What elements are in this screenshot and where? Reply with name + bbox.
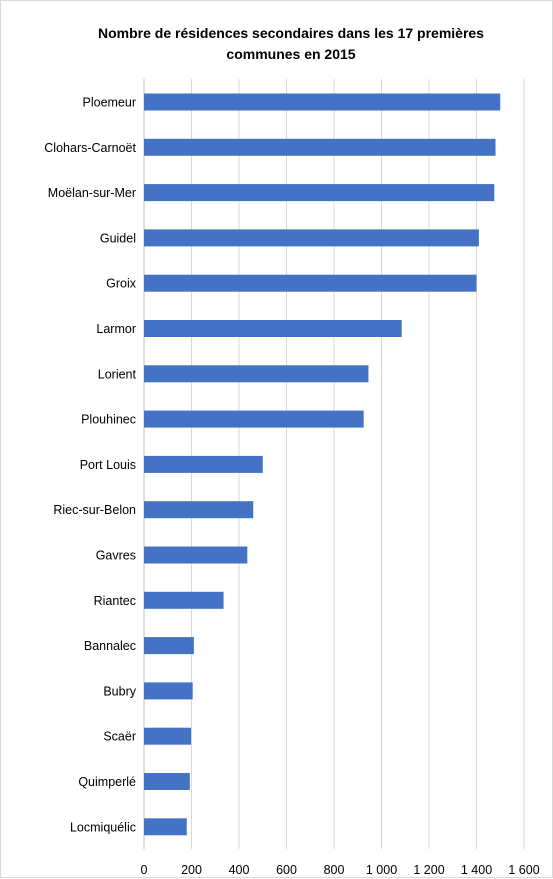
x-tick-label-7: 1 400 xyxy=(461,863,492,877)
x-tick-label-1: 200 xyxy=(181,863,202,877)
bar-16 xyxy=(144,773,190,790)
x-tick-label-8: 1 600 xyxy=(508,863,539,877)
bar-3 xyxy=(144,184,495,202)
category-label-8: Plouhinec xyxy=(81,413,136,427)
bar-14 xyxy=(144,682,193,700)
bar-9 xyxy=(144,455,263,473)
category-label-17: Locmiquélic xyxy=(70,820,136,834)
category-label-11: Gavres xyxy=(96,549,136,563)
x-tick-label-0: 0 xyxy=(141,863,148,877)
category-label-5: Groix xyxy=(106,277,137,291)
bar-6 xyxy=(144,320,402,337)
bar-5 xyxy=(144,274,477,292)
x-tick-label-5: 1 000 xyxy=(366,863,397,877)
category-label-7: Lorient xyxy=(98,367,137,381)
category-label-1: Ploemeur xyxy=(83,96,137,110)
category-label-6: Larmor xyxy=(96,322,136,336)
category-label-9: Port Louis xyxy=(80,458,136,472)
bar-8 xyxy=(144,410,364,428)
bar-7 xyxy=(144,365,369,383)
bar-12 xyxy=(144,591,224,609)
category-label-14: Bubry xyxy=(103,684,136,698)
category-label-4: Guidel xyxy=(100,231,136,245)
bar-1 xyxy=(144,93,501,111)
category-label-10: Riec-sur-Belon xyxy=(53,503,136,517)
category-label-13: Bannalec xyxy=(84,639,136,653)
bar-13 xyxy=(144,637,194,655)
category-label-16: Quimperlé xyxy=(78,775,136,789)
category-label-2: Clohars-Carnoët xyxy=(44,141,136,155)
bar-17 xyxy=(144,818,187,836)
bar-4 xyxy=(144,229,479,247)
bar-15 xyxy=(144,727,192,745)
x-tick-label-4: 800 xyxy=(324,863,345,877)
bar-2 xyxy=(144,138,496,156)
category-label-3: Moëlan-sur-Mer xyxy=(48,186,136,200)
x-tick-label-3: 600 xyxy=(276,863,297,877)
x-tick-label-2: 400 xyxy=(229,863,250,877)
category-label-12: Riantec xyxy=(94,594,136,608)
bar-11 xyxy=(144,546,248,564)
category-label-15: Scaër xyxy=(103,730,136,744)
bar-10 xyxy=(144,501,254,519)
chart-title: Nombre de résidences secondaires dans le… xyxy=(98,25,484,62)
x-tick-label-6: 1 200 xyxy=(413,863,444,877)
